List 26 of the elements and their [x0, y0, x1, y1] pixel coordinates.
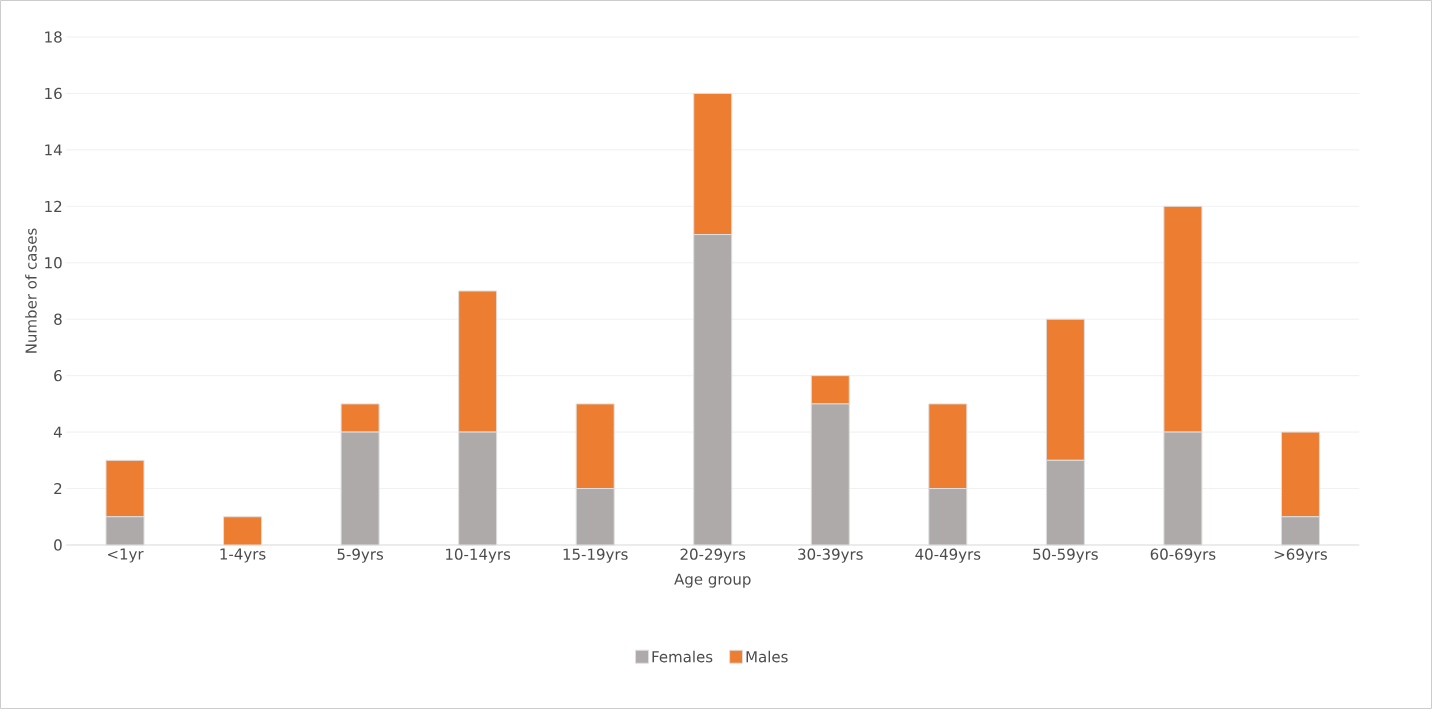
x-tick-label: 50-59yrs: [1033, 548, 1098, 563]
y-tick-label: 2: [54, 482, 62, 495]
y-tick-label: 14: [45, 144, 62, 156]
y-tick-label: 10: [45, 257, 62, 269]
x-axis-title: Age group: [674, 573, 751, 588]
x-tick-label: 60-69yrs: [1150, 548, 1216, 563]
x-tick-label: 20-29yrs: [680, 548, 746, 563]
x-tick-label: 40-49yrs: [915, 548, 981, 563]
legend-label: Males: [746, 650, 788, 663]
bar: [223, 516, 263, 546]
y-tick-label: 12: [45, 200, 62, 212]
y-axis-title: Number of cases: [25, 228, 37, 353]
x-tick-label: 15-19yrs: [563, 548, 628, 563]
x-tick-label: 10-14yrs: [446, 548, 511, 563]
x-tick-label: <1yr: [108, 548, 144, 563]
y-tick-label: 0: [54, 539, 62, 551]
y-tick-label: 16: [45, 87, 62, 100]
x-tick-label: 30-39yrs: [798, 548, 863, 563]
y-tick-label: 6: [54, 369, 62, 382]
x-tick-label: 1-4yrs: [220, 548, 266, 563]
y-tick-label: 4: [53, 426, 62, 438]
y-tick-label: 18: [45, 31, 62, 43]
legend-label: Females: [652, 650, 713, 663]
x-tick-label: 5-9yrs: [337, 548, 384, 563]
x-tick-label: >69yrs: [1274, 548, 1327, 563]
y-tick-label: 8: [54, 313, 62, 325]
